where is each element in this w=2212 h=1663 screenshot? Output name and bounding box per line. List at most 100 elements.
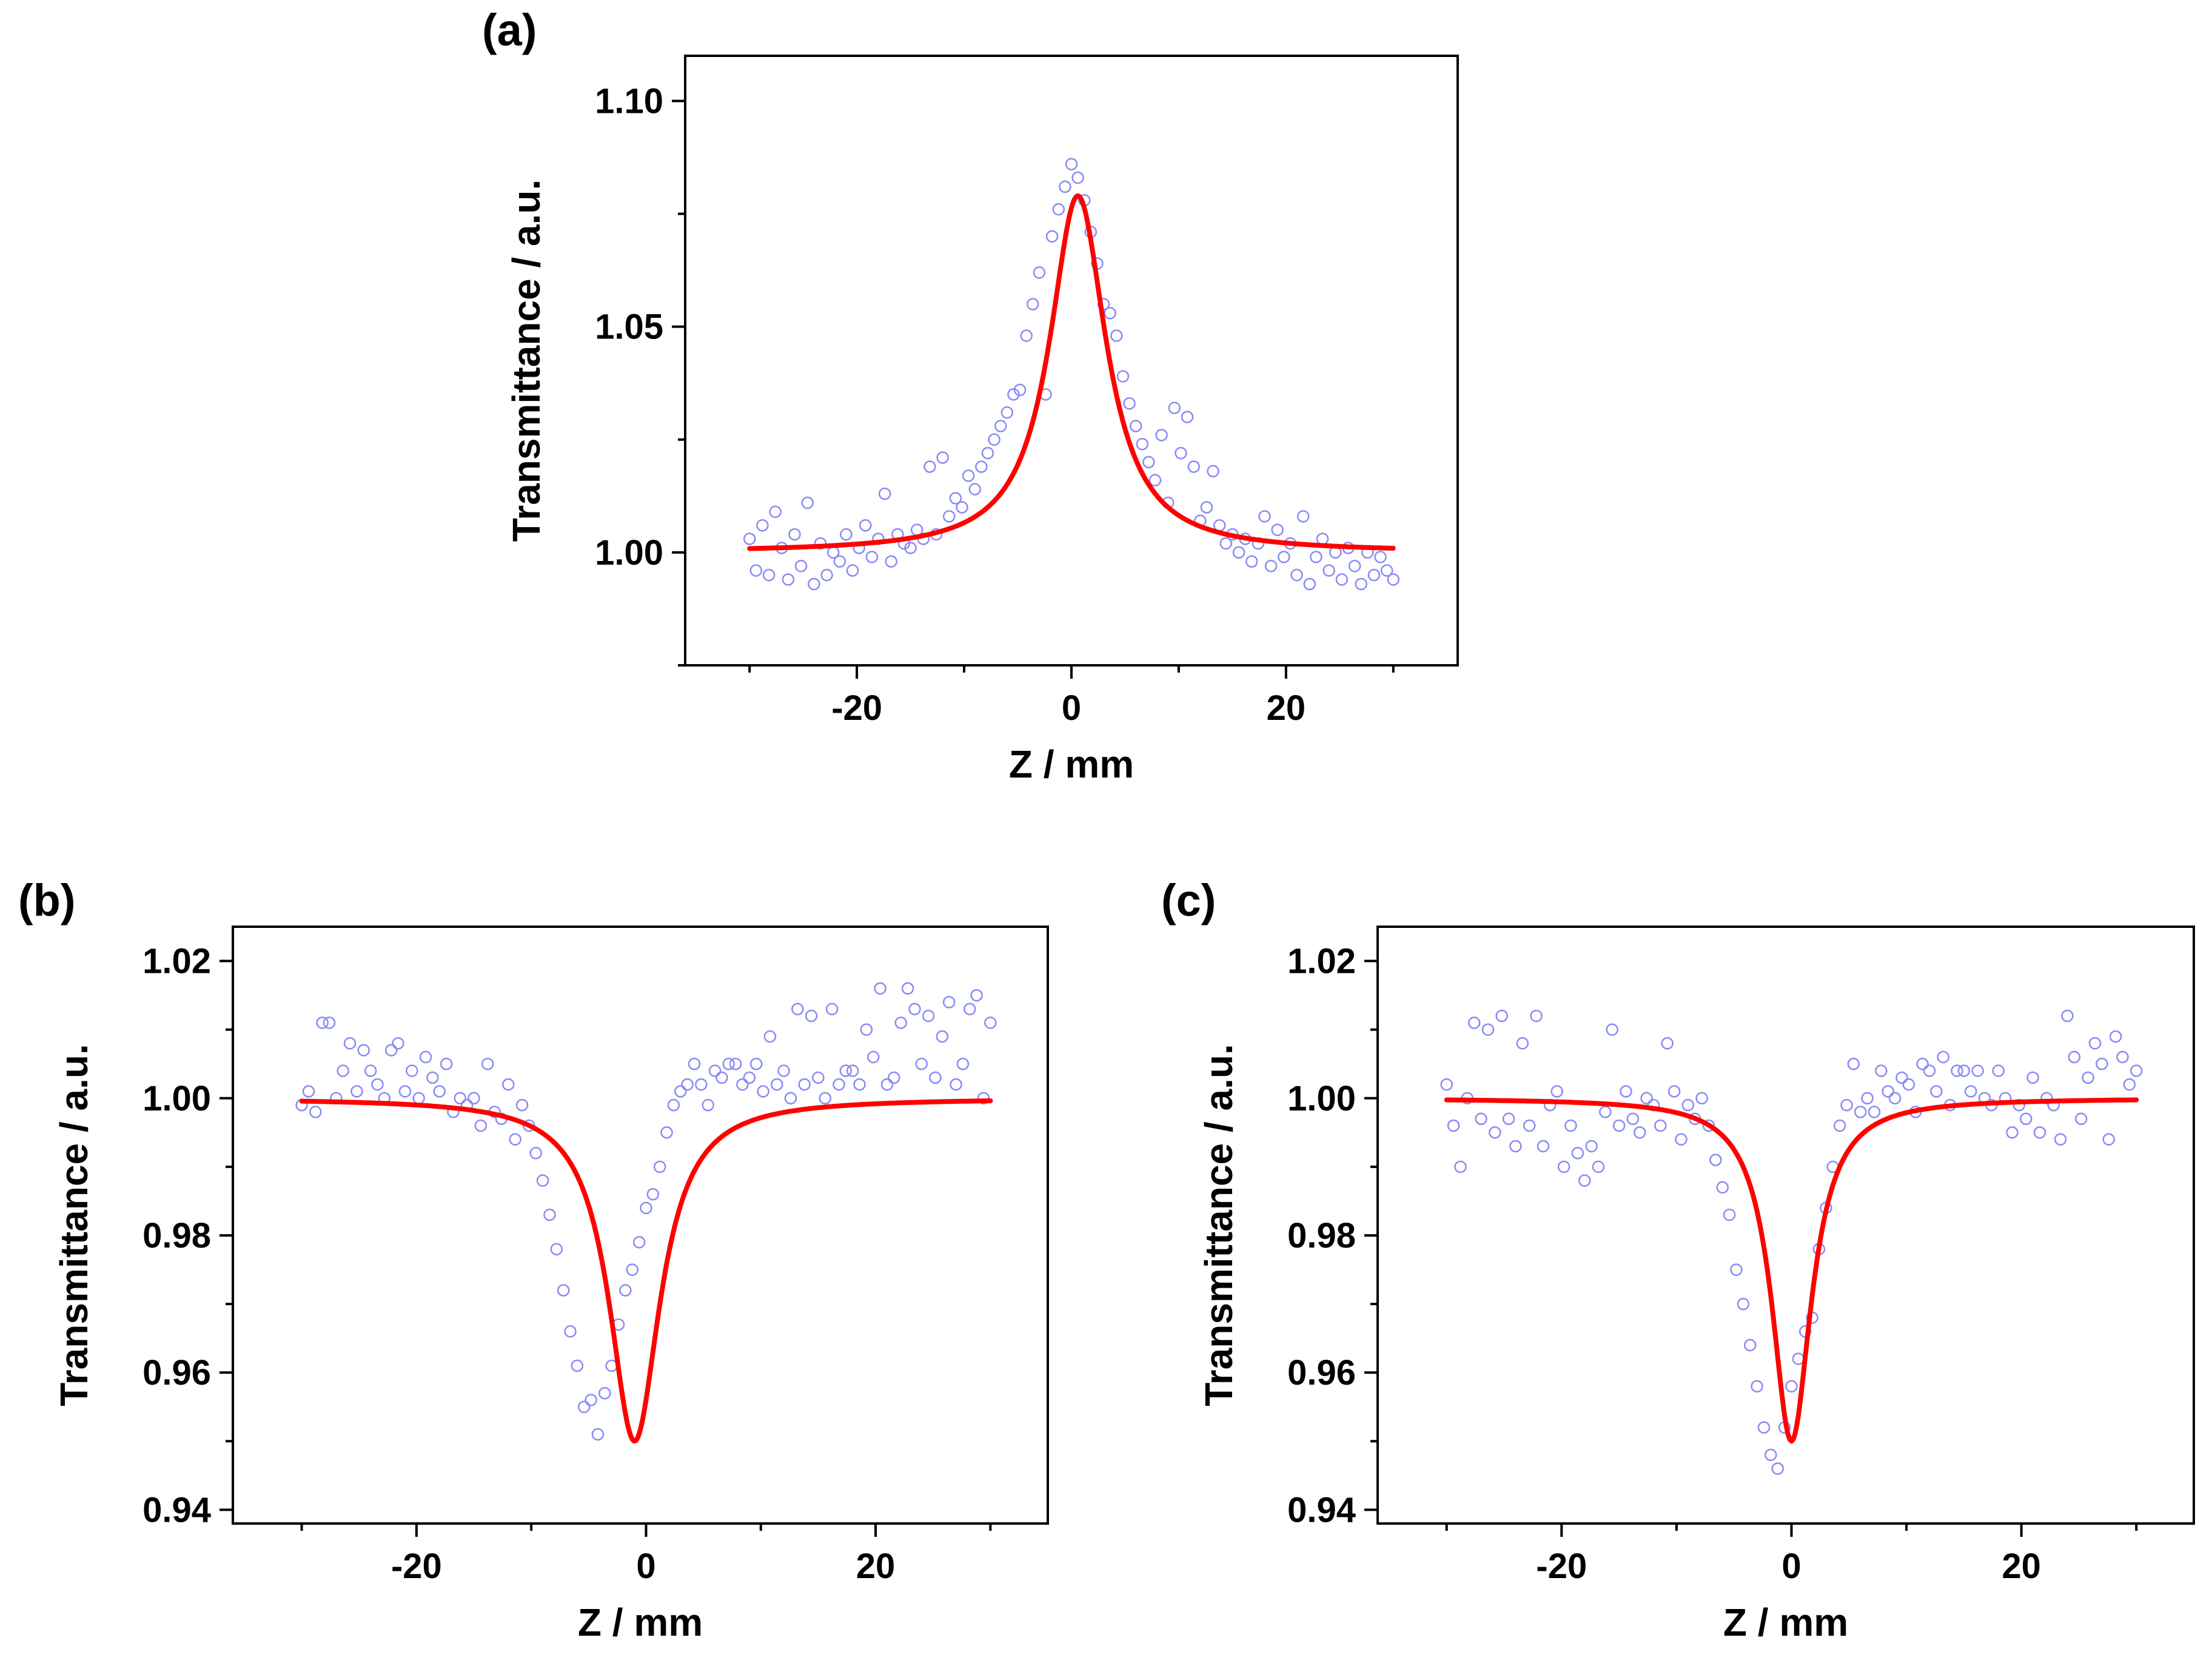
data-point — [1000, 406, 1014, 419]
data-point — [1296, 510, 1310, 523]
data-point — [1027, 298, 1039, 311]
data-point — [1523, 1119, 1536, 1132]
data-point — [1861, 1092, 1874, 1105]
data-point — [350, 1085, 363, 1098]
data-point — [878, 487, 891, 500]
data-point — [1200, 501, 1213, 514]
x-tick-label: 0 — [1781, 1547, 1801, 1586]
data-point — [874, 982, 886, 995]
data-point — [1142, 455, 1155, 469]
data-point — [1136, 437, 1149, 451]
data-point — [2074, 1112, 2088, 1125]
data-point — [819, 1092, 832, 1105]
data-point — [1902, 1078, 1915, 1091]
data-point — [1187, 460, 1200, 473]
data-point — [564, 1325, 577, 1338]
data-point — [736, 1078, 749, 1091]
data-point — [1020, 329, 1033, 342]
data-point — [529, 1146, 542, 1160]
data-point — [1155, 429, 1168, 442]
data-point — [509, 1133, 521, 1146]
data-point — [994, 420, 1007, 432]
data-point — [1219, 537, 1233, 550]
data-point — [956, 1057, 970, 1070]
y-axis-title: Transmittance / a.u. — [504, 180, 548, 542]
data-point — [2054, 1133, 2067, 1146]
data-point — [2109, 1030, 2122, 1043]
data-point — [1537, 1140, 1550, 1153]
data-point — [825, 1003, 839, 1015]
data-point — [2061, 1009, 2074, 1023]
data-point — [1667, 1085, 1681, 1098]
data-point — [839, 1064, 853, 1077]
y-tick-label: 0.98 — [1287, 1216, 1356, 1255]
data-point — [1355, 577, 1367, 591]
data-point — [1013, 383, 1027, 397]
data-point — [814, 537, 827, 550]
data-point — [1681, 1098, 1695, 1112]
data-point — [762, 568, 776, 582]
data-point — [833, 555, 846, 568]
data-point — [943, 510, 956, 523]
data-point — [1467, 1016, 1481, 1029]
panel-label: (c) — [1161, 875, 1216, 926]
data-point — [743, 532, 756, 545]
data-point — [988, 433, 1000, 446]
data-point — [1937, 1050, 1949, 1064]
data-point — [1110, 329, 1123, 342]
y-tick-label: 1.02 — [1287, 942, 1356, 981]
data-point — [749, 564, 763, 577]
data-point — [1045, 230, 1059, 243]
data-point — [756, 519, 769, 532]
data-point — [426, 1071, 439, 1084]
y-tick-label: 0.94 — [1287, 1490, 1356, 1530]
data-point — [1785, 1380, 1798, 1393]
data-point — [1374, 551, 1387, 563]
y-tick-label: 1.00 — [1287, 1079, 1356, 1118]
data-point — [1168, 401, 1181, 414]
data-point — [1751, 1380, 1763, 1393]
data-point — [640, 1201, 652, 1214]
data-point — [936, 451, 949, 464]
data-point — [1661, 1037, 1674, 1050]
y-tick-label: 0.96 — [142, 1353, 211, 1393]
data-point — [1033, 266, 1046, 279]
data-point — [885, 555, 897, 568]
data-point — [794, 559, 808, 573]
data-point — [1709, 1154, 1722, 1166]
data-point — [1840, 1098, 1853, 1112]
y-tick-label: 1.00 — [142, 1079, 211, 1118]
data-point — [1868, 1106, 1881, 1118]
data-point — [316, 1016, 329, 1029]
data-point — [2068, 1050, 2081, 1064]
data-point — [1847, 1057, 1860, 1070]
data-point — [782, 573, 795, 586]
data-point — [1310, 551, 1322, 563]
data-point — [950, 1078, 962, 1091]
data-point — [337, 1064, 349, 1077]
data-point — [2088, 1037, 2102, 1050]
data-point — [1585, 1140, 1598, 1153]
x-tick-label: -20 — [391, 1547, 442, 1586]
data-point — [722, 1057, 736, 1070]
data-point — [1620, 1085, 1632, 1098]
data-point — [769, 505, 782, 519]
data-point — [1964, 1085, 1977, 1098]
data-point — [1633, 1126, 1646, 1139]
data-point — [626, 1263, 638, 1276]
data-point — [1245, 555, 1258, 568]
data-point — [749, 1057, 763, 1070]
data-point — [840, 528, 853, 541]
data-point — [1052, 203, 1065, 216]
data-point — [1123, 397, 1136, 410]
data-point — [865, 551, 879, 563]
x-tick-label: 0 — [636, 1547, 655, 1586]
data-point — [1882, 1085, 1894, 1098]
data-point — [1175, 446, 1187, 460]
data-point — [1654, 1119, 1667, 1132]
data-point — [577, 1400, 591, 1413]
data-point — [1951, 1064, 1963, 1077]
y-tick-label: 1.05 — [595, 307, 663, 347]
data-point — [801, 496, 814, 509]
data-point — [481, 1057, 494, 1070]
